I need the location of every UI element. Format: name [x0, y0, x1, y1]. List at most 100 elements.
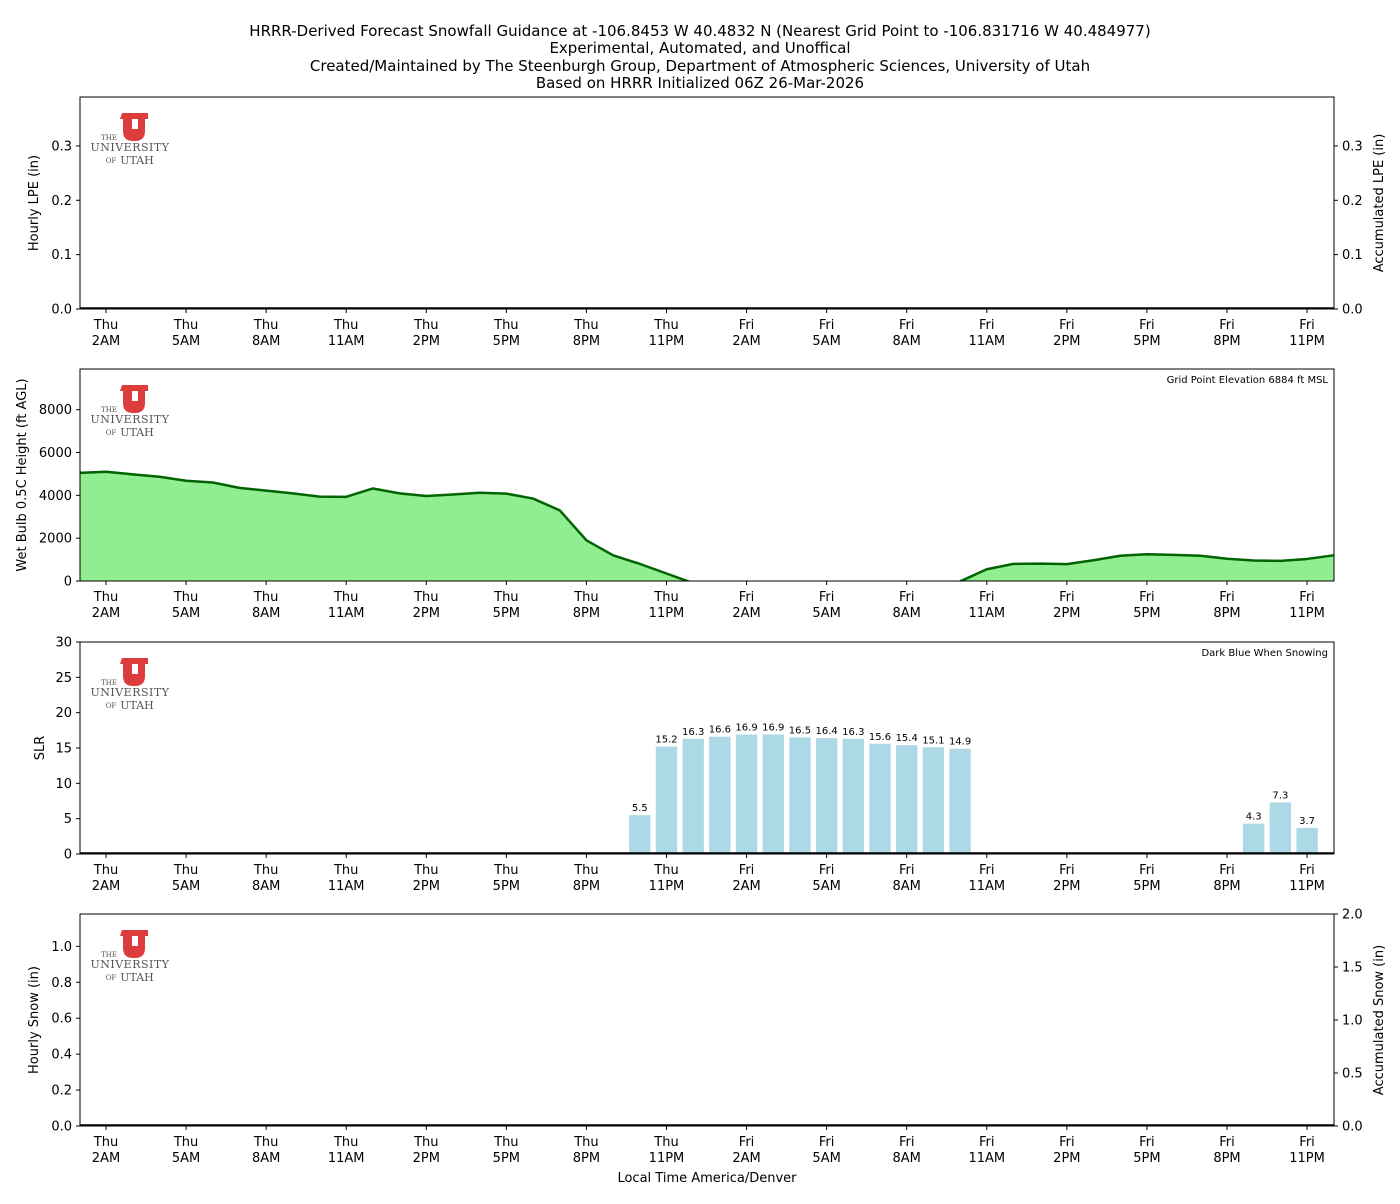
right-y-tick-label: 0.0: [1342, 303, 1363, 318]
x-tick-time: 11AM: [328, 879, 365, 894]
x-tick-day: Thu: [93, 318, 118, 333]
slr-bar: [655, 746, 678, 854]
y-axis-label: Hourly Snow (in): [27, 966, 42, 1074]
y-tick-label: 0.4: [51, 1048, 72, 1063]
x-tick-time: 11PM: [649, 334, 685, 349]
right-y-tick-label: 0.3: [1342, 139, 1363, 154]
x-tick-time: 5PM: [1133, 334, 1160, 349]
x-tick-day: Fri: [1299, 863, 1315, 878]
x-tick-time: 2AM: [92, 1151, 120, 1166]
logo-the: THE: [101, 134, 117, 142]
x-tick-time: 5AM: [172, 1151, 200, 1166]
title-line-1: HRRR-Derived Forecast Snowfall Guidance …: [249, 22, 1150, 40]
slr-bar-label: 16.3: [842, 727, 864, 738]
right-y-tick-label: 1.5: [1342, 961, 1363, 976]
x-tick-day: Thu: [573, 863, 598, 878]
slr-bar: [709, 736, 731, 854]
x-tick-day: Fri: [899, 1135, 915, 1150]
logo-of: OF: [106, 429, 117, 437]
x-tick-time: 11PM: [649, 606, 685, 621]
y-tick-label: 6000: [39, 446, 72, 461]
x-tick-day: Thu: [653, 590, 678, 605]
x-tick-day: Fri: [1059, 1135, 1075, 1150]
y-tick-label: 30: [55, 636, 72, 651]
x-tick-time: 11PM: [1289, 1151, 1325, 1166]
x-tick-day: Fri: [1139, 590, 1155, 605]
y-tick-label: 0.8: [51, 976, 72, 991]
x-tick-day: Fri: [1139, 318, 1155, 333]
x-tick-time: 5PM: [493, 334, 520, 349]
logo-utah: UTAH: [120, 154, 154, 167]
x-tick-time: 8PM: [1213, 606, 1240, 621]
x-tick-day: Thu: [333, 590, 358, 605]
wet-bulb-height-line: [80, 470, 691, 581]
x-tick-day: Fri: [819, 590, 835, 605]
right-y-axis-label: Accumulated LPE (in): [1372, 134, 1387, 273]
x-tick-time: 11AM: [328, 606, 365, 621]
x-tick-time: 8PM: [573, 1151, 600, 1166]
block-u-icon: [120, 113, 148, 141]
x-tick-day: Fri: [739, 1135, 755, 1150]
x-tick-time: 11PM: [649, 1151, 685, 1166]
x-tick-time: 5AM: [172, 334, 200, 349]
slr-bar-label: 16.4: [815, 726, 837, 737]
axes-frame: [79, 913, 1335, 1127]
x-tick-time: 5PM: [1133, 606, 1160, 621]
logo-university: UNIVERSITY: [91, 958, 170, 971]
slr-bar: [896, 745, 918, 854]
title-line-4: Based on HRRR Initialized 06Z 26-Mar-202…: [536, 74, 864, 92]
x-tick-time: 2AM: [732, 334, 760, 349]
x-tick-time: 5AM: [812, 1151, 840, 1166]
slr-bar: [922, 747, 945, 854]
title-line-3: Created/Maintained by The Steenburgh Gro…: [310, 57, 1090, 75]
panel-annotation: Grid Point Elevation 6884 ft MSL: [1167, 375, 1329, 386]
slr-bar-label: 4.3: [1246, 812, 1262, 823]
x-tick-time: 5PM: [493, 1151, 520, 1166]
x-tick-time: 8PM: [573, 606, 600, 621]
x-tick-day: Fri: [1139, 863, 1155, 878]
y-tick-label: 0.2: [51, 1084, 72, 1099]
x-tick-day: Thu: [93, 590, 118, 605]
logo-university: UNIVERSITY: [91, 141, 170, 154]
x-tick-time: 2PM: [1053, 879, 1080, 894]
slr-bar: [1242, 823, 1265, 854]
x-tick-day: Fri: [1139, 1135, 1155, 1150]
x-tick-day: Thu: [253, 1135, 278, 1150]
x-tick-time: 11AM: [968, 1151, 1005, 1166]
x-tick-time: 2AM: [732, 606, 760, 621]
x-tick-day: Thu: [493, 318, 518, 333]
logo-university: UNIVERSITY: [91, 686, 170, 699]
x-tick-time: 11AM: [328, 334, 365, 349]
slr-bar-label: 16.9: [762, 723, 784, 734]
y-tick-label: 0.0: [51, 303, 72, 318]
x-tick-day: Fri: [899, 590, 915, 605]
x-tick-time: 8PM: [1213, 334, 1240, 349]
x-tick-day: Fri: [1299, 1135, 1315, 1150]
slr-bar: [762, 734, 784, 854]
slr-bar-label: 15.6: [869, 732, 891, 743]
x-tick-day: Thu: [93, 1135, 118, 1150]
wet-bulb-area-fill: [960, 554, 1334, 581]
x-tick-time: 11AM: [968, 334, 1005, 349]
slr-bar-label: 15.2: [655, 735, 677, 746]
panel-annotation: Dark Blue When Snowing: [1201, 648, 1328, 659]
x-tick-day: Thu: [413, 318, 438, 333]
x-tick-day: Fri: [979, 318, 995, 333]
y-axis-label: Wet Bulb 0.5C Height (ft AGL): [15, 378, 30, 571]
x-tick-day: Thu: [413, 863, 438, 878]
slr-bar: [1269, 802, 1292, 854]
y-tick-label: 0.6: [51, 1012, 72, 1027]
x-tick-time: 5AM: [812, 606, 840, 621]
slr-bar: [629, 815, 651, 854]
x-tick-day: Thu: [653, 318, 678, 333]
logo-of: OF: [106, 157, 117, 165]
x-tick-time: 11AM: [328, 1151, 365, 1166]
x-tick-time: 2PM: [1053, 1151, 1080, 1166]
x-tick-day: Fri: [1219, 318, 1235, 333]
x-tick-time: 5PM: [493, 606, 520, 621]
